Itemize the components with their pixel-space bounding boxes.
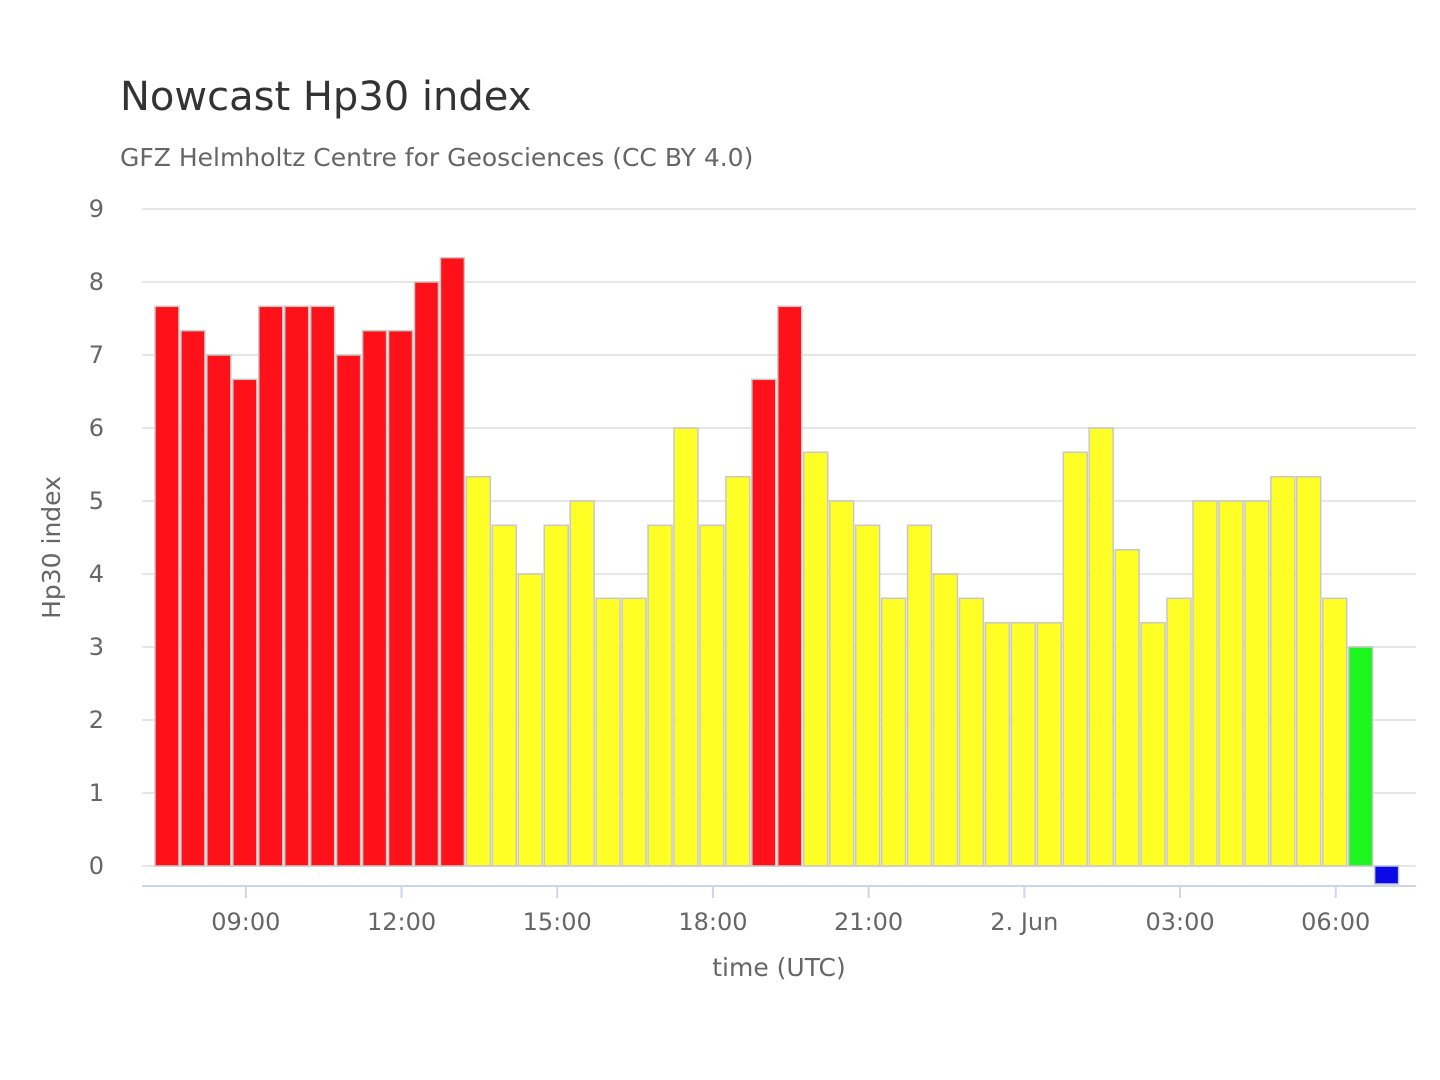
bar[interactable] [1373,865,1400,885]
bar[interactable] [387,329,414,867]
chart-subtitle: GFZ Helmholtz Centre for Geosciences (CC… [120,143,754,172]
bar[interactable] [1140,621,1166,867]
y-tick-label: 4 [89,560,104,588]
bar[interactable] [751,378,777,867]
bar[interactable] [777,305,803,867]
bar[interactable] [180,329,206,867]
y-tick-label: 5 [89,487,104,515]
bar[interactable] [1347,646,1374,867]
bar[interactable] [1114,548,1140,867]
bar[interactable] [621,597,647,867]
bar[interactable] [543,524,569,867]
bar[interactable] [1166,597,1192,867]
bar[interactable] [232,378,258,867]
y-tick-label: 6 [89,414,104,442]
bar[interactable] [880,597,907,867]
bar[interactable] [1296,475,1322,867]
x-tick-label: 03:00 [1145,908,1214,936]
bar[interactable] [517,573,543,867]
bar[interactable] [413,281,440,867]
bar[interactable] [1322,597,1348,867]
x-tick-label: 21:00 [834,908,903,936]
bar[interactable] [984,621,1011,867]
x-tick-label: 12:00 [367,908,436,936]
y-tick-label: 9 [89,195,104,223]
x-tick-label: 18:00 [678,908,747,936]
y-tick-label: 1 [89,779,104,807]
bar[interactable] [439,256,466,867]
y-axis-title: Hp30 index [37,476,66,619]
bar[interactable] [1218,500,1244,867]
bar[interactable] [725,475,751,867]
bar[interactable] [828,500,855,867]
bar[interactable] [647,524,673,867]
x-tick-label: 09:00 [211,908,280,936]
y-tick-label: 8 [89,268,104,296]
bar[interactable] [465,475,492,867]
bar[interactable] [932,573,959,867]
bar[interactable] [1192,500,1218,867]
y-tick-label: 3 [89,633,104,661]
y-tick-label: 2 [89,706,104,734]
bar[interactable] [1088,427,1114,867]
bar[interactable] [906,524,933,867]
bar[interactable] [258,305,284,867]
bar[interactable] [335,354,362,867]
bar-series [154,256,1400,885]
y-axis-ticks: 0 1 2 3 4 5 6 7 8 9 [89,195,104,880]
bar[interactable] [854,524,881,867]
x-axis-title: time (UTC) [712,953,846,982]
x-tick-label: 06:00 [1301,908,1370,936]
bar[interactable] [595,597,621,867]
bar[interactable] [206,354,232,867]
bar[interactable] [1244,500,1270,867]
bar[interactable] [361,329,388,867]
bar[interactable] [309,305,336,867]
chart-title: Nowcast Hp30 index [120,74,532,120]
x-tick-label: 15:00 [523,908,592,936]
bar[interactable] [569,500,595,867]
bar[interactable] [673,427,699,867]
bar[interactable] [284,305,310,867]
bar[interactable] [1010,621,1037,867]
bar[interactable] [958,597,985,867]
bar[interactable] [491,524,518,867]
x-tick-label: 2. Jun [990,908,1058,936]
y-tick-label: 7 [89,341,104,369]
bar[interactable] [699,524,725,867]
bar[interactable] [1036,621,1063,867]
y-tick-label: 0 [89,852,104,880]
bar[interactable] [1062,451,1088,867]
bar[interactable] [803,451,829,867]
x-axis-ticks: 09:00 12:00 15:00 18:00 21:00 2. Jun 03:00 06:0… [211,886,1370,936]
bar[interactable] [154,305,180,867]
bar[interactable] [1270,475,1296,867]
